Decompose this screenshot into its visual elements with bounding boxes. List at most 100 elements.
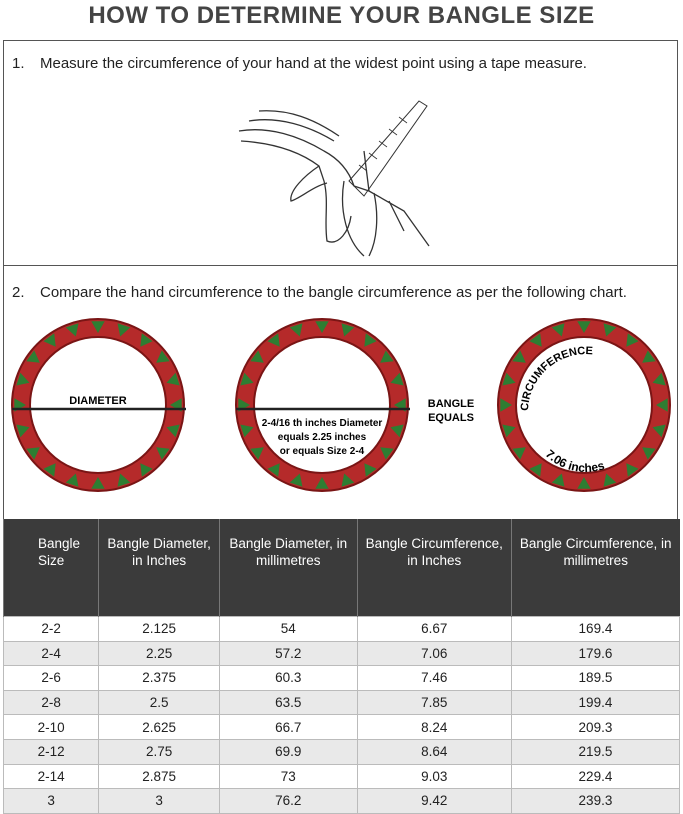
table-cell: 2.75 bbox=[98, 738, 220, 765]
hand-illustration bbox=[238, 100, 430, 257]
bangle-triangle bbox=[16, 424, 30, 438]
bangle-triangle bbox=[250, 350, 264, 363]
bangle bbox=[497, 318, 671, 492]
bangle-outer bbox=[497, 318, 671, 492]
step-text: Compare the hand circumference to the ba… bbox=[40, 284, 627, 301]
bangle-triangle bbox=[267, 333, 280, 347]
bangle bbox=[235, 318, 409, 492]
note-line: 2-4/16 th inches Diameter bbox=[262, 418, 383, 429]
bangle-triangle bbox=[43, 463, 56, 477]
equals-label: BANGLE bbox=[428, 398, 474, 410]
table-cell: 2-6 bbox=[2, 665, 100, 691]
bangle-triangle bbox=[577, 321, 591, 333]
table-cell: 66.7 bbox=[218, 714, 358, 740]
bangle-inner bbox=[29, 336, 167, 474]
bangle-triangle bbox=[117, 323, 131, 337]
table-header: Bangle Circumference, in millimetres bbox=[510, 519, 680, 617]
table-cell: 179.6 bbox=[510, 640, 681, 667]
bangle-triangle bbox=[500, 398, 512, 412]
step-box: 1. Measure the circumference of your hand… bbox=[3, 40, 678, 266]
table-cell: 2-12 bbox=[2, 738, 100, 765]
table-cell: 2.125 bbox=[98, 616, 220, 642]
table-cell: 9.42 bbox=[356, 788, 512, 814]
table-cell: 2.375 bbox=[98, 665, 220, 691]
step-text: Measure the circumference of your hand a… bbox=[40, 55, 587, 72]
bangle-triangle bbox=[156, 350, 170, 363]
table-cell: 73 bbox=[218, 763, 358, 790]
bangle-triangle bbox=[642, 447, 656, 460]
bangle-triangle bbox=[551, 473, 565, 487]
bangle-triangle bbox=[364, 333, 377, 347]
bangle-triangle bbox=[267, 463, 280, 477]
bangle-triangle bbox=[289, 323, 303, 337]
bangle-outer bbox=[11, 318, 185, 492]
table-header: Bangle Diameter, in Inches bbox=[98, 519, 220, 617]
bangle-triangle bbox=[140, 333, 153, 347]
bangle-triangle bbox=[364, 463, 377, 477]
diameter-label: DIAMETER bbox=[69, 395, 127, 407]
table-cell: 169.4 bbox=[510, 616, 681, 642]
bangle-triangle bbox=[529, 463, 542, 477]
table-cell: 7.85 bbox=[356, 689, 512, 716]
bangle-triangle bbox=[551, 323, 565, 337]
bangle-triangle bbox=[603, 473, 617, 487]
bangle-triangle bbox=[512, 350, 526, 363]
table-row: 2-10 2.625 66.7 8.24 209.3 bbox=[2, 714, 681, 740]
table-cell: 57.2 bbox=[218, 640, 358, 667]
bangle-triangle bbox=[156, 447, 170, 460]
equals-label: EQUALS bbox=[428, 412, 474, 424]
table-cell: 76.2 bbox=[218, 788, 358, 814]
table-cell: 209.3 bbox=[510, 714, 681, 740]
table-cell: 9.03 bbox=[356, 763, 512, 790]
table-cell: 199.4 bbox=[510, 689, 681, 716]
bangle-triangle bbox=[341, 323, 355, 337]
bangle-triangle bbox=[315, 321, 329, 333]
note-line: equals 2.25 inches bbox=[278, 432, 367, 443]
bangle-triangle bbox=[166, 424, 180, 438]
table-row: 2-8 2.5 63.5 7.85 199.4 bbox=[2, 689, 681, 716]
bangle-triangle bbox=[656, 398, 668, 412]
table-cell: 63.5 bbox=[218, 689, 358, 716]
bangle-outer bbox=[235, 318, 409, 492]
bangle-triangle bbox=[26, 447, 40, 460]
step-number: 2. bbox=[12, 284, 25, 301]
table-row: 2-2 2.125 54 6.67 169.4 bbox=[2, 616, 681, 642]
table-row: 3 3 76.2 9.42 239.3 bbox=[2, 788, 681, 814]
bangle-triangle bbox=[91, 321, 105, 333]
bangle-triangle bbox=[140, 463, 153, 477]
bangle-diagram: DIAMETER 2-4/16 th inches Diameter equal… bbox=[11, 318, 671, 492]
bangle-triangle bbox=[529, 333, 542, 347]
bangle-triangle bbox=[240, 424, 254, 438]
bangle-triangle bbox=[390, 372, 404, 386]
bangle-triangle bbox=[289, 473, 303, 487]
table-cell: 3 bbox=[98, 788, 220, 814]
table-row: 2-12 2.75 69.9 8.64 219.5 bbox=[2, 738, 681, 765]
title: HOW TO DETERMINE YOUR BANGLE SIZE bbox=[88, 2, 595, 29]
table-cell: 54 bbox=[218, 616, 358, 642]
table-cell: 2.875 bbox=[98, 763, 220, 790]
bangle-triangle bbox=[65, 473, 79, 487]
step: 2. Compare the hand circumference to the … bbox=[12, 284, 627, 301]
table-cell: 239.3 bbox=[510, 788, 681, 814]
bangle-triangle bbox=[315, 477, 329, 489]
bangle-inner bbox=[253, 336, 391, 474]
bangle-triangle bbox=[91, 477, 105, 489]
table-cell: 2-14 bbox=[2, 763, 100, 790]
table-cell: 8.64 bbox=[356, 738, 512, 765]
bangle-triangle bbox=[380, 447, 394, 460]
bangle-inner bbox=[515, 336, 653, 474]
table-cell: 2.625 bbox=[98, 714, 220, 740]
table-row: 2-4 2.25 57.2 7.06 179.6 bbox=[2, 640, 681, 667]
bangle-triangle bbox=[626, 333, 639, 347]
table-cell: 189.5 bbox=[510, 665, 681, 691]
table-cell: 69.9 bbox=[218, 738, 358, 765]
bangle-triangle bbox=[577, 477, 591, 489]
bangle-triangle bbox=[65, 323, 79, 337]
bangle-triangle bbox=[43, 333, 56, 347]
bangle-triangle bbox=[380, 350, 394, 363]
table-cell: 2.25 bbox=[98, 640, 220, 667]
table-row: 2-14 2.875 73 9.03 229.4 bbox=[2, 763, 681, 790]
bangle-triangle bbox=[240, 372, 254, 386]
bangle-triangle bbox=[166, 372, 180, 386]
bangle-triangle bbox=[502, 424, 516, 438]
